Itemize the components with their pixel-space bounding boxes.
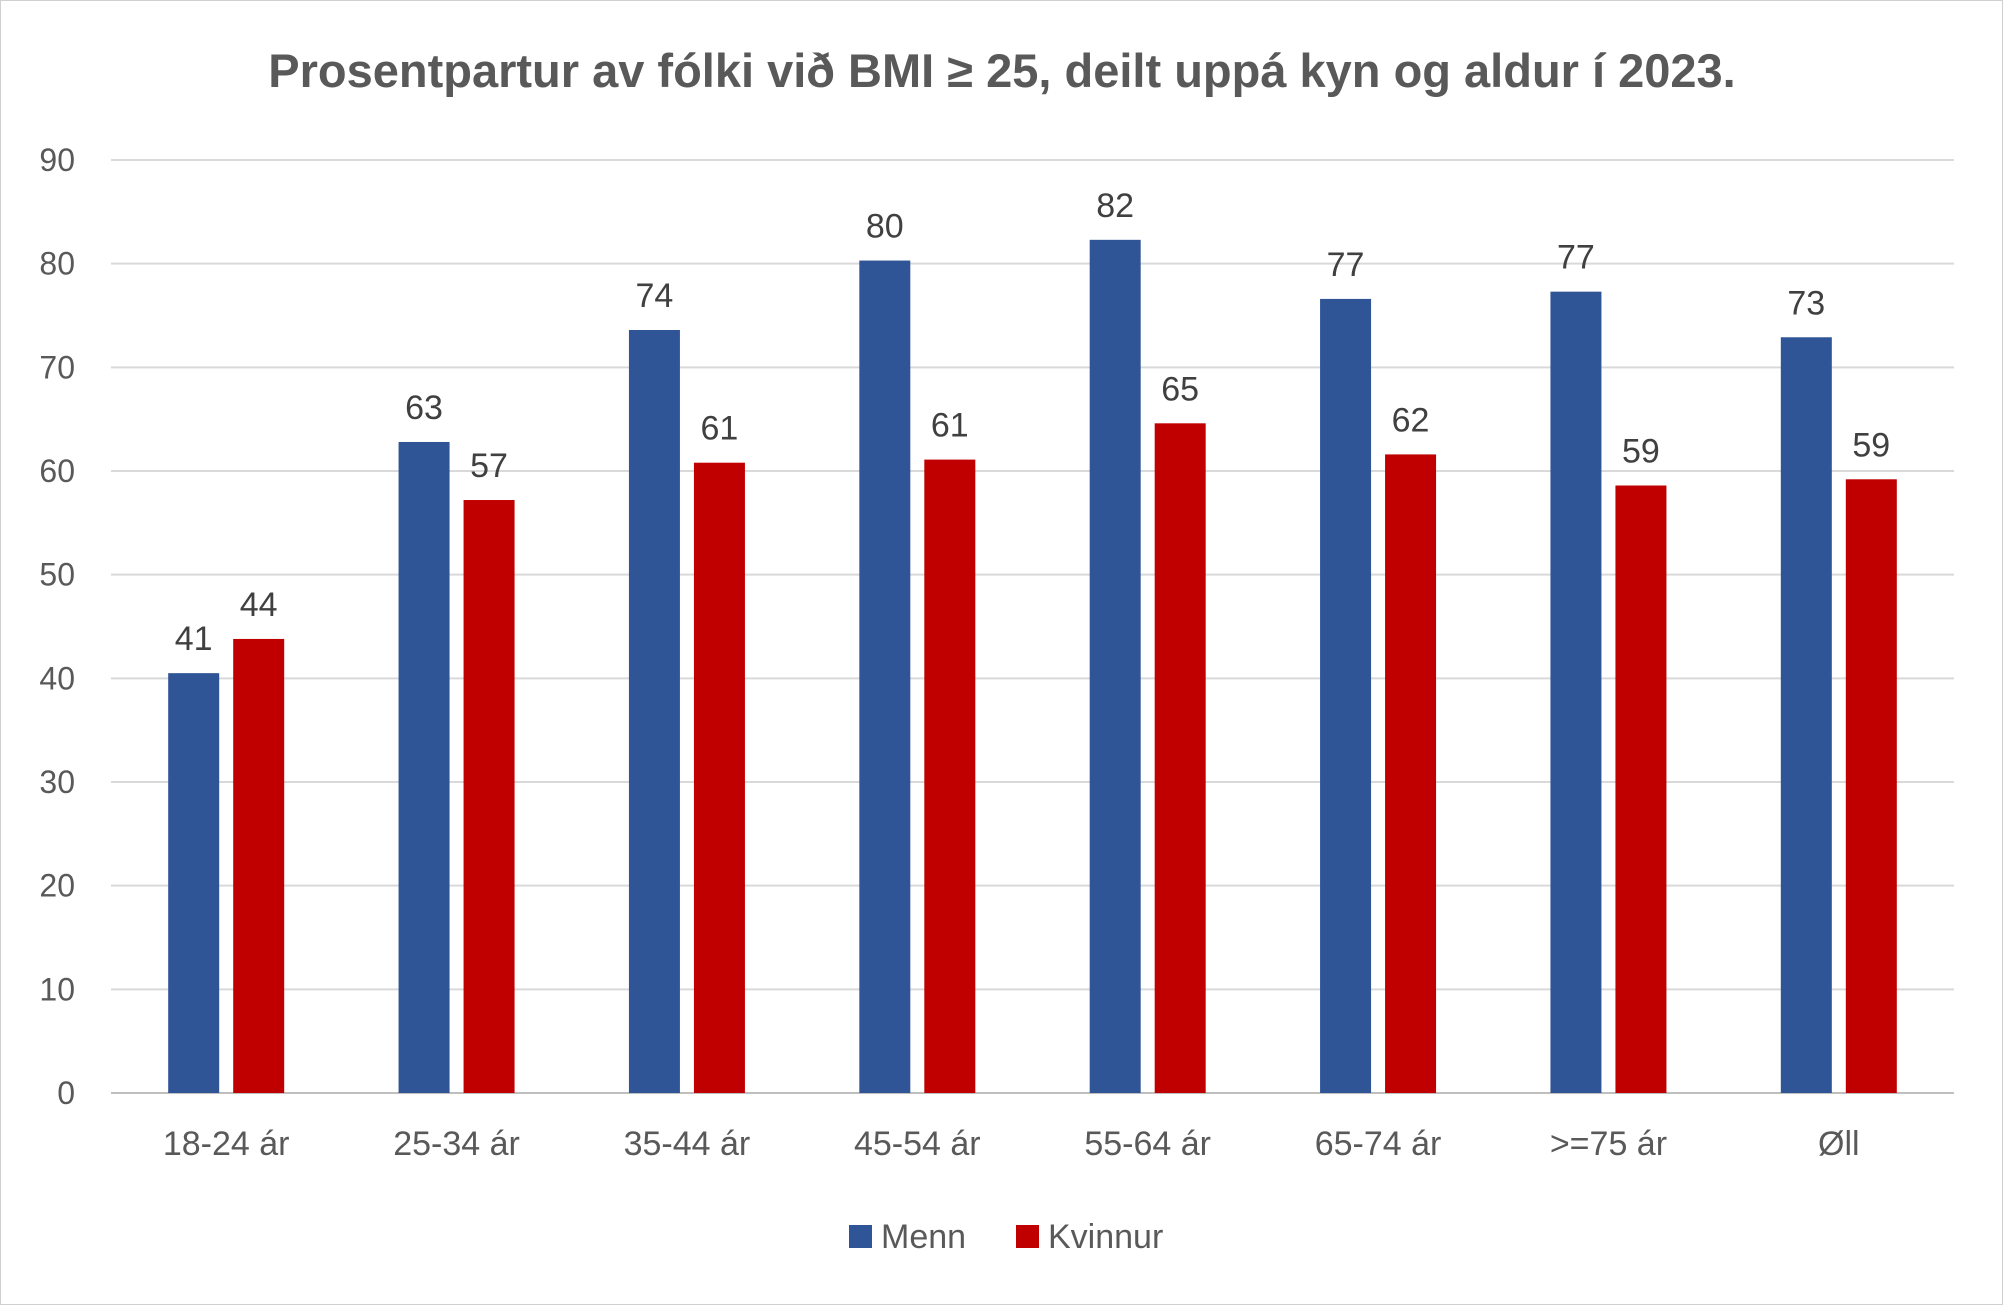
category-label: 55-64 ár [1084, 1125, 1211, 1163]
category-label: >=75 ár [1550, 1125, 1667, 1163]
category-label: 45-54 ár [854, 1125, 981, 1163]
bar-kvinnur [1385, 454, 1437, 1093]
bar-menn [1089, 239, 1141, 1093]
category-label: 65-74 ár [1315, 1125, 1442, 1163]
data-label: 82 [1096, 187, 1134, 225]
data-label: 59 [1852, 426, 1890, 464]
legend-label: Menn [881, 1218, 966, 1256]
y-tick-label: 60 [39, 453, 75, 489]
data-label: 77 [1327, 246, 1365, 284]
bar-kvinnur [693, 462, 745, 1093]
y-tick-label: 0 [57, 1075, 75, 1111]
bar-menn [1780, 337, 1832, 1093]
y-tick-label: 20 [39, 868, 75, 904]
data-label: 80 [866, 208, 904, 246]
data-label: 77 [1557, 239, 1595, 277]
x-axis-categories: 18-24 ár 25-34 ár 35-44 ár 45-54 ár 55-64 ár… [163, 1125, 1860, 1163]
data-label: 62 [1392, 401, 1430, 439]
data-label: 65 [1161, 370, 1199, 408]
data-label: 41 [175, 620, 213, 658]
data-label: 59 [1622, 433, 1660, 471]
y-tick-label: 70 [39, 349, 75, 385]
legend: Menn Kvinnur [849, 1218, 1163, 1256]
data-label: 74 [636, 277, 674, 315]
category-label: Øll [1818, 1125, 1860, 1163]
bar-kvinnur [924, 459, 976, 1093]
bars [168, 239, 1897, 1094]
category-label: 18-24 ár [163, 1125, 290, 1163]
y-axis-ticks: 0 10 20 30 40 50 60 70 80 90 [39, 142, 75, 1111]
bar-kvinnur [233, 638, 285, 1093]
chart-title: Prosentpartur av fólki við BMI ≥ 25, dei… [268, 44, 1736, 97]
bar-menn [168, 673, 220, 1093]
y-tick-label: 90 [39, 142, 75, 178]
gridlines [111, 159, 1954, 1094]
data-label: 61 [931, 407, 969, 445]
y-tick-label: 50 [39, 557, 75, 593]
data-label: 57 [470, 447, 508, 485]
data-label: 44 [240, 586, 278, 624]
data-label: 61 [701, 410, 739, 448]
y-tick-label: 40 [39, 660, 75, 696]
bar-menn [1320, 298, 1372, 1093]
data-labels: 41 44 63 57 74 61 80 61 82 65 77 62 77 59 73 59 [175, 187, 1890, 658]
bar-menn [1550, 291, 1602, 1093]
bar-menn [398, 441, 450, 1093]
bar-menn [859, 260, 911, 1094]
legend-label: Kvinnur [1048, 1218, 1163, 1256]
bar-menn [628, 330, 680, 1094]
bar-kvinnur [1845, 479, 1897, 1093]
bar-kvinnur [1154, 423, 1206, 1093]
y-tick-label: 80 [39, 246, 75, 282]
data-label: 73 [1787, 284, 1825, 322]
legend-swatch [1016, 1225, 1039, 1248]
y-tick-label: 10 [39, 971, 75, 1007]
bar-kvinnur [1615, 485, 1667, 1094]
data-label: 63 [405, 389, 443, 427]
category-label: 25-34 ár [393, 1125, 520, 1163]
category-label: 35-44 ár [624, 1125, 751, 1163]
legend-swatch [849, 1225, 872, 1248]
bar-kvinnur [463, 500, 515, 1093]
y-tick-label: 30 [39, 764, 75, 800]
